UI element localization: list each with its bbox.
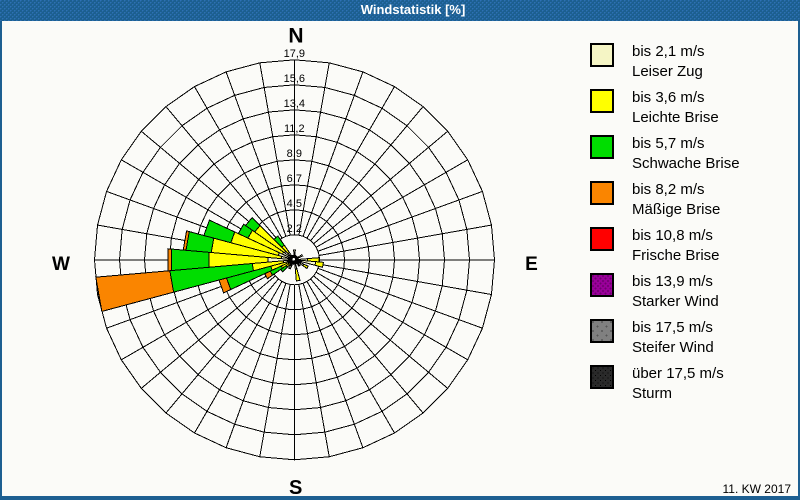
svg-text:S: S [289,477,302,499]
svg-text:W: W [52,254,70,275]
svg-text:8,9: 8,9 [287,148,302,160]
svg-text:2,2: 2,2 [287,223,302,235]
svg-text:11,2: 11,2 [284,123,305,135]
svg-text:17,9: 17,9 [284,48,305,60]
svg-text:6,7: 6,7 [287,173,302,185]
svg-text:N: N [288,25,303,48]
svg-text:13,4: 13,4 [284,98,305,110]
svg-text:15,6: 15,6 [284,73,305,85]
svg-text:E: E [525,254,538,275]
svg-text:4,5: 4,5 [287,198,302,210]
